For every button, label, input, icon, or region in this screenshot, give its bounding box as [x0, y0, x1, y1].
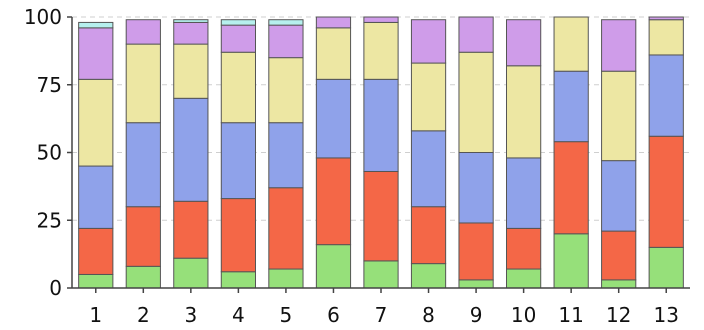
bar-segment-9-s4: [458, 51, 494, 153]
bar-segment-2-s1: [125, 265, 161, 289]
bar-segment-12-s1: [601, 279, 637, 289]
bar-segment-4-s1: [220, 271, 256, 289]
bar-segment-13-s4: [648, 19, 684, 56]
bar-segment-1-s4: [78, 78, 114, 167]
y-tick-label-25: 25: [37, 208, 62, 232]
bar-segment-6-s4: [315, 27, 352, 80]
bar-segment-9-s3: [458, 152, 494, 224]
bar-segment-12-s4: [601, 70, 637, 162]
x-tick-label-13: 13: [654, 303, 679, 327]
bar-segment-9-s2: [458, 222, 494, 281]
bar-segment-4-s2: [220, 198, 256, 273]
bar-segment-8-s2: [410, 206, 447, 265]
bar-segment-1-s5: [78, 27, 114, 80]
bar-segment-5-s4: [268, 57, 304, 124]
bar-segment-4-s3: [220, 122, 256, 200]
bar-segment-8-s5: [410, 19, 447, 64]
bar-segment-10-s5: [506, 19, 542, 67]
bar-segment-1-s1: [78, 273, 114, 289]
bar-segment-6-s3: [315, 78, 352, 159]
x-tick-label-3: 3: [184, 303, 197, 327]
bar-segment-11-s2: [553, 141, 589, 235]
bar-segment-12-s2: [601, 230, 637, 281]
bar-segment-5-s6: [268, 19, 304, 26]
x-tick-label-1: 1: [89, 303, 102, 327]
bar-segment-8-s3: [410, 130, 447, 208]
x-tick-label-5: 5: [280, 303, 293, 327]
bar-segment-10-s3: [506, 157, 542, 229]
bar-segment-2-s4: [125, 43, 161, 124]
bar-segment-4-s6: [220, 19, 256, 26]
bar-layer: [78, 16, 684, 289]
bar-segment-6-s1: [315, 244, 352, 289]
bar-segment-1-s2: [78, 227, 114, 275]
y-tick-label-75: 75: [37, 73, 62, 97]
x-tick-label-8: 8: [422, 303, 435, 327]
bar-segment-11-s4: [553, 16, 589, 72]
bar-segment-10-s1: [506, 268, 542, 289]
bar-segment-1-s3: [78, 165, 114, 229]
axis-layer: [67, 16, 690, 293]
y-tick-label-0: 0: [49, 276, 62, 300]
bar-segment-13-s3: [648, 54, 684, 137]
x-tick-label-6: 6: [327, 303, 340, 327]
bar-segment-13-s2: [648, 135, 684, 248]
bar-segment-5-s2: [268, 187, 304, 270]
bar-segment-9-s5: [458, 16, 494, 53]
bar-segment-3-s2: [173, 200, 209, 259]
bar-segment-6-s2: [315, 157, 352, 246]
bar-segment-8-s4: [410, 62, 447, 132]
bar-segment-2-s5: [125, 19, 161, 45]
bar-segment-3-s6: [173, 19, 209, 23]
bar-segment-4-s5: [220, 24, 256, 53]
bar-segment-2-s2: [125, 206, 161, 267]
bar-segment-7-s4: [363, 21, 399, 80]
bar-segment-3-s4: [173, 43, 209, 99]
bar-segment-13-s1: [648, 246, 684, 289]
bar-segment-5-s5: [268, 24, 304, 59]
bar-segment-10-s4: [506, 65, 542, 159]
x-tick-label-7: 7: [375, 303, 388, 327]
x-tick-label-2: 2: [137, 303, 150, 327]
x-tick-label-11: 11: [558, 303, 583, 327]
bar-segment-3-s1: [173, 257, 209, 289]
bar-segment-11-s3: [553, 70, 589, 143]
bar-segment-5-s3: [268, 122, 304, 189]
x-tick-label-10: 10: [511, 303, 536, 327]
bar-segment-12-s3: [601, 160, 637, 232]
bar-segment-10-s2: [506, 227, 542, 270]
bar-segment-12-s5: [601, 19, 637, 72]
bar-segment-2-s3: [125, 122, 161, 208]
bar-segment-7-s2: [363, 170, 399, 262]
y-tick-label-50: 50: [37, 141, 62, 165]
y-tick-label-100: 100: [24, 5, 62, 29]
bar-segment-11-s1: [553, 233, 589, 289]
x-tick-label-4: 4: [232, 303, 245, 327]
bar-segment-7-s3: [363, 78, 399, 172]
bar-segment-13-s5: [648, 16, 684, 21]
bar-segment-8-s1: [410, 263, 447, 289]
bar-segment-9-s1: [458, 279, 494, 289]
bar-segment-3-s3: [173, 97, 209, 202]
bar-segment-5-s1: [268, 268, 304, 289]
bar-segment-7-s5: [363, 16, 399, 23]
bar-segment-1-s6: [78, 21, 114, 29]
bar-segment-7-s1: [363, 260, 399, 289]
x-tick-label-9: 9: [470, 303, 483, 327]
bar-segment-3-s5: [173, 21, 209, 45]
x-tick-label-12: 12: [606, 303, 631, 327]
bar-segment-6-s5: [315, 16, 352, 29]
bar-segment-4-s4: [220, 51, 256, 124]
